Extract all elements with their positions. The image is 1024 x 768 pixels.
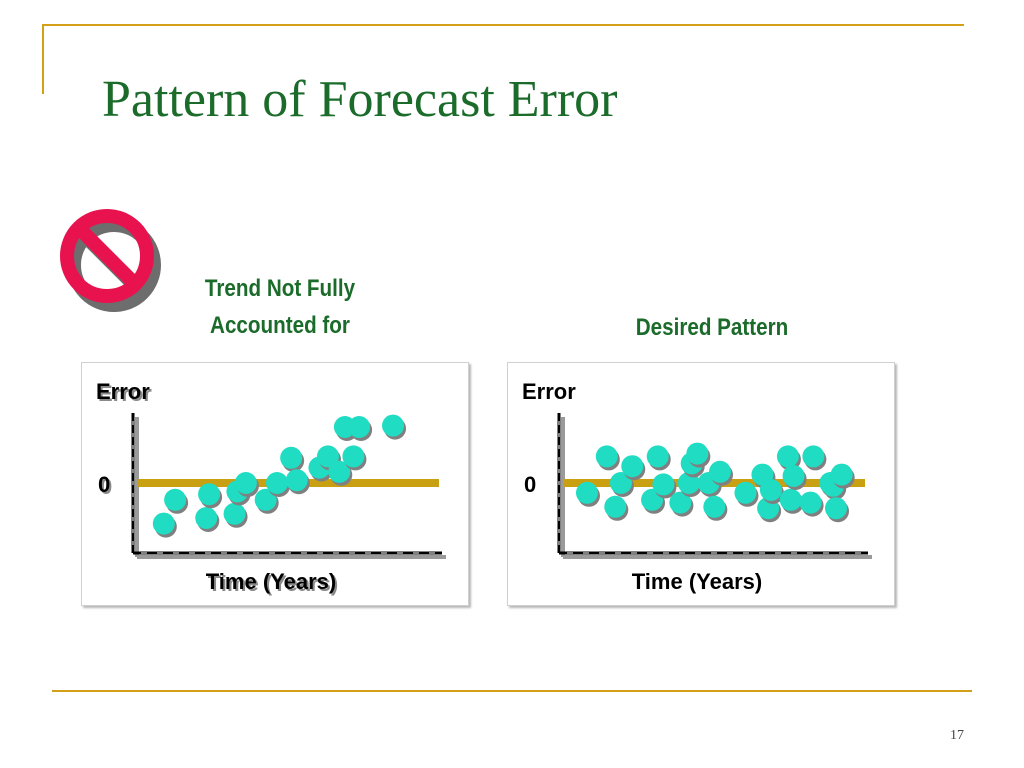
data-point [223, 502, 246, 525]
prohibited-icon-graphic [60, 209, 161, 312]
data-point [348, 416, 371, 438]
x-axis-label-shadow: Time (Years) [208, 571, 338, 596]
y-axis-label-shadow: Error [98, 381, 152, 406]
data-point [254, 488, 277, 511]
data-point [164, 488, 187, 511]
data-point [621, 455, 644, 478]
data-point [759, 479, 782, 501]
zero-tick-label-shadow: 0 [100, 474, 112, 499]
data-point [646, 445, 669, 468]
data-point [285, 469, 308, 492]
data-point [703, 495, 726, 518]
data-point [686, 442, 709, 465]
chart-panel-left: Error Error 0 0 Time (Years) Time (Years) [81, 362, 469, 606]
prohibited-icon-ring [60, 209, 154, 303]
slide-title: Pattern of Forecast Error [102, 71, 618, 128]
data-point [234, 472, 257, 494]
data-point [280, 446, 303, 469]
prohibited-icon-bar [76, 225, 138, 287]
scatter-chart-right: Error 0 Time (Years) [522, 379, 872, 594]
y-axis-label: Error [96, 379, 150, 404]
data-point [652, 473, 675, 496]
data-point [382, 414, 405, 437]
data-point [316, 445, 339, 468]
zero-tick-label: 0 [524, 472, 536, 497]
data-point [595, 445, 618, 468]
left-accent-line [42, 24, 44, 94]
data-point [198, 483, 221, 506]
data-point [575, 481, 598, 504]
chart-title-right: Desired Pattern [635, 314, 789, 341]
chart-title-left: Trend Not Fully Accounted for [204, 275, 356, 340]
data-point [782, 465, 805, 487]
data-point [825, 497, 848, 520]
zero-tick-label: 0 [98, 472, 110, 497]
chart-panel-right: Error 0 Time (Years) [507, 362, 895, 606]
top-accent-line [42, 24, 964, 26]
data-point [152, 512, 175, 535]
data-point [195, 507, 218, 529]
data-point [779, 488, 802, 511]
y-axis-label: Error [522, 379, 576, 404]
data-point [708, 460, 731, 483]
data-point [669, 491, 692, 514]
data-point [802, 445, 825, 468]
x-axis-label: Time (Years) [206, 569, 336, 594]
x-axis-label: Time (Years) [632, 569, 762, 594]
data-point [776, 445, 799, 468]
page-number: 17 [950, 728, 964, 743]
data-point [328, 460, 351, 483]
prohibited-icon [58, 207, 168, 317]
data-point [609, 472, 632, 494]
data-point [830, 463, 853, 486]
data-point [799, 491, 822, 514]
data-point [734, 481, 757, 504]
data-point [266, 472, 289, 494]
data-point [604, 495, 627, 518]
data-point [342, 445, 365, 468]
footer-line [52, 690, 972, 692]
data-point [677, 472, 700, 494]
